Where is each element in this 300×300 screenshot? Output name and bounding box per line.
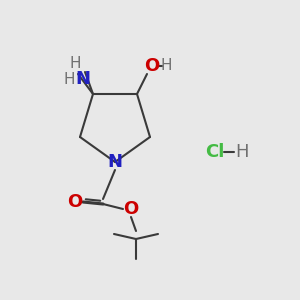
Text: H: H (64, 71, 75, 86)
Text: H: H (69, 56, 81, 71)
Text: H: H (235, 143, 249, 161)
Text: Cl: Cl (205, 143, 225, 161)
Text: N: N (107, 153, 122, 171)
Text: O: O (123, 200, 139, 218)
Text: N: N (76, 70, 91, 88)
Text: O: O (68, 193, 82, 211)
Text: H: H (160, 58, 172, 74)
Text: O: O (144, 57, 160, 75)
